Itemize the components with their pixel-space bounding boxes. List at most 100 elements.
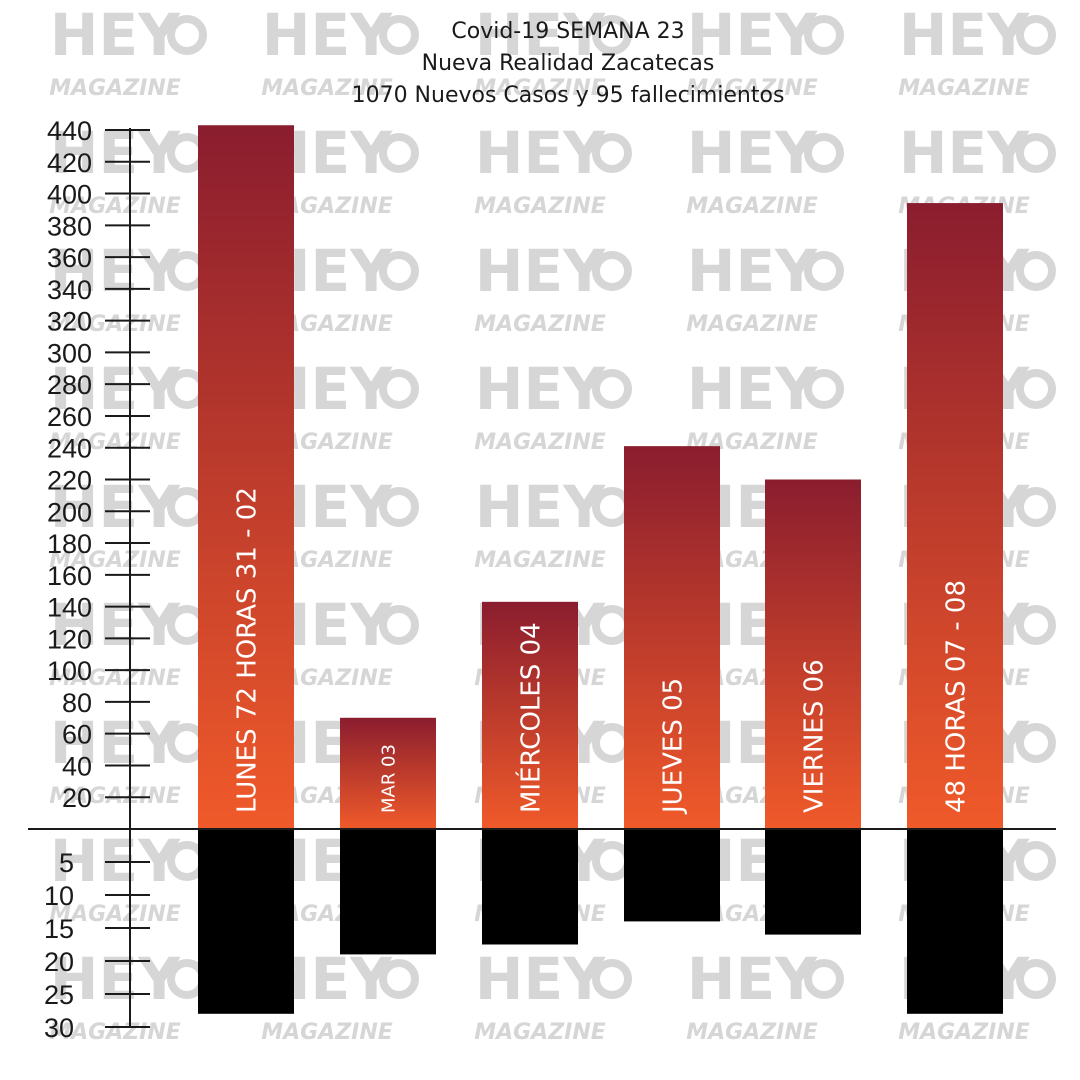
watermark-logo-text: HEY xyxy=(50,945,181,1013)
y-tick-label: 360 xyxy=(47,243,92,273)
watermark-tile: HEY MAGAZINE xyxy=(686,1,844,101)
bars: LUNES 72 HORAS 31 - 02 MAR 03 MIÉRCOLES 04… xyxy=(198,125,1003,1014)
y-tick-label: 80 xyxy=(62,688,92,718)
speech-bubble-icon xyxy=(1016,605,1056,645)
title-line-1: Covid-19 SEMANA 23 xyxy=(451,19,684,44)
speech-bubble-icon xyxy=(804,369,844,409)
y-tick-label: 140 xyxy=(47,593,92,623)
watermark-logo-text: HEY xyxy=(50,591,181,659)
bar-category-label: 48 HORAS 07 - 08 xyxy=(941,580,971,813)
y-tick-label: 180 xyxy=(47,529,92,559)
bar-deaths xyxy=(482,829,578,945)
watermark-sub-text: MAGAZINE xyxy=(474,430,606,455)
watermark-tile: HEY MAGAZINE xyxy=(49,945,207,1045)
watermark-sub-text: MAGAZINE xyxy=(49,1020,181,1045)
bar-cases xyxy=(482,601,578,829)
speech-bubble-icon xyxy=(1016,15,1056,55)
y-tick-label: 40 xyxy=(62,751,92,781)
y-tick-label: 320 xyxy=(47,307,92,337)
bar-category-label: LUNES 72 HORAS 31 - 02 xyxy=(232,487,262,813)
watermark-sub-text: MAGAZINE xyxy=(49,548,181,573)
y-tick-label-negative: 5 xyxy=(59,848,74,878)
watermark-sub-text: MAGAZINE xyxy=(474,1020,606,1045)
watermark-logo-text: HEY xyxy=(899,119,1030,187)
y-tick-label: 280 xyxy=(47,370,92,400)
speech-bubble-icon xyxy=(379,959,419,999)
watermark-sub-text: MAGAZINE xyxy=(474,312,606,337)
y-tick-label: 440 xyxy=(47,116,92,146)
y-tick-label: 160 xyxy=(47,561,92,591)
bar-category-label: MAR 03 xyxy=(378,744,399,813)
y-tick-label: 220 xyxy=(47,466,92,496)
speech-bubble-icon xyxy=(167,15,207,55)
watermark-logo-text: HEY xyxy=(475,237,606,305)
y-tick-label-negative: 25 xyxy=(44,980,74,1010)
speech-bubble-icon xyxy=(379,487,419,527)
bar-cases xyxy=(765,479,861,829)
bar-deaths xyxy=(907,829,1003,1014)
y-tick-label: 420 xyxy=(47,148,92,178)
watermark-sub-text: MAGAZINE xyxy=(261,76,393,101)
watermark-tile: HEY MAGAZINE xyxy=(261,1,419,101)
speech-bubble-icon xyxy=(592,369,632,409)
speech-bubble-icon xyxy=(592,15,632,55)
speech-bubble-icon xyxy=(379,251,419,291)
watermark-sub-text: MAGAZINE xyxy=(686,1020,818,1045)
bar-cases xyxy=(907,203,1003,829)
watermark-logo-text: HEY xyxy=(50,1,181,69)
watermark-logo-text: HEY xyxy=(475,473,606,541)
watermark-logo-text: HEY xyxy=(475,1,606,69)
speech-bubble-icon xyxy=(804,133,844,173)
speech-bubble-icon xyxy=(379,369,419,409)
watermark-logo-text: HEY xyxy=(262,1,393,69)
bar-deaths xyxy=(765,829,861,935)
watermark-sub-text: MAGAZINE xyxy=(49,430,181,455)
watermark-sub-text: MAGAZINE xyxy=(898,1020,1030,1045)
bar-cases xyxy=(198,125,294,830)
speech-bubble-icon xyxy=(592,251,632,291)
bar-cases xyxy=(624,446,720,829)
speech-bubble-icon xyxy=(1016,959,1056,999)
bar-deaths xyxy=(340,829,436,955)
speech-bubble-icon xyxy=(379,133,419,173)
watermark-sub-text: MAGAZINE xyxy=(686,194,818,219)
watermark-sub-text: MAGAZINE xyxy=(686,312,818,337)
watermark-logo-text: HEY xyxy=(475,119,606,187)
watermark-tile: HEY MAGAZINE xyxy=(474,237,632,337)
axes: 2040608010012014016018020022024026028030… xyxy=(28,116,1056,1043)
speech-bubble-icon xyxy=(1016,841,1056,881)
watermark-logo-text: HEY xyxy=(50,473,181,541)
y-tick-label: 200 xyxy=(47,497,92,527)
y-tick-label: 260 xyxy=(47,402,92,432)
speech-bubble-icon xyxy=(804,959,844,999)
title-line-3: 1070 Nuevos Casos y 95 fallecimientos xyxy=(352,83,785,108)
watermark-tile: HEY MAGAZINE xyxy=(474,473,632,573)
bar-deaths xyxy=(198,829,294,1014)
speech-bubble-icon xyxy=(1016,487,1056,527)
speech-bubble-icon xyxy=(804,15,844,55)
title-line-2: Nueva Realidad Zacatecas xyxy=(422,51,715,76)
speech-bubble-icon xyxy=(592,133,632,173)
watermark-sub-text: MAGAZINE xyxy=(49,312,181,337)
watermark-tile: HEY MAGAZINE xyxy=(686,119,844,219)
watermark-sub-text: MAGAZINE xyxy=(49,902,181,927)
watermark-sub-text: MAGAZINE xyxy=(686,76,818,101)
y-tick-label: 300 xyxy=(47,338,92,368)
y-tick-label: 60 xyxy=(62,720,92,750)
watermark-sub-text: MAGAZINE xyxy=(261,1020,393,1045)
speech-bubble-icon xyxy=(379,15,419,55)
speech-bubble-icon xyxy=(804,251,844,291)
watermark-sub-text: MAGAZINE xyxy=(474,548,606,573)
bar-category-label: JUEVES 05 xyxy=(658,678,688,815)
watermark-logo-text: HEY xyxy=(687,119,818,187)
watermark-logo-text: HEY xyxy=(687,355,818,423)
watermark-logo-text: HEY xyxy=(687,1,818,69)
speech-bubble-icon xyxy=(379,605,419,645)
